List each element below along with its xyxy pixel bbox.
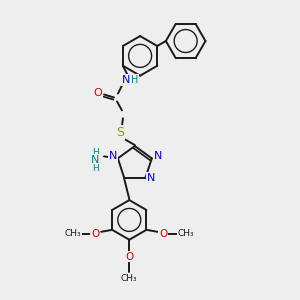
Text: N: N (109, 152, 117, 161)
Text: N: N (147, 173, 155, 183)
Text: CH₃: CH₃ (121, 274, 138, 283)
Text: H: H (131, 75, 139, 85)
Text: H: H (92, 164, 98, 173)
Text: O: O (159, 229, 167, 239)
Text: O: O (91, 229, 99, 239)
Text: CH₃: CH₃ (178, 229, 194, 238)
Text: O: O (125, 252, 134, 262)
Text: S: S (116, 126, 124, 139)
Text: N: N (91, 155, 99, 165)
Text: H: H (92, 148, 98, 157)
Text: O: O (94, 88, 103, 98)
Text: N: N (122, 75, 130, 85)
Text: CH₃: CH₃ (64, 229, 81, 238)
Text: N: N (154, 152, 162, 161)
